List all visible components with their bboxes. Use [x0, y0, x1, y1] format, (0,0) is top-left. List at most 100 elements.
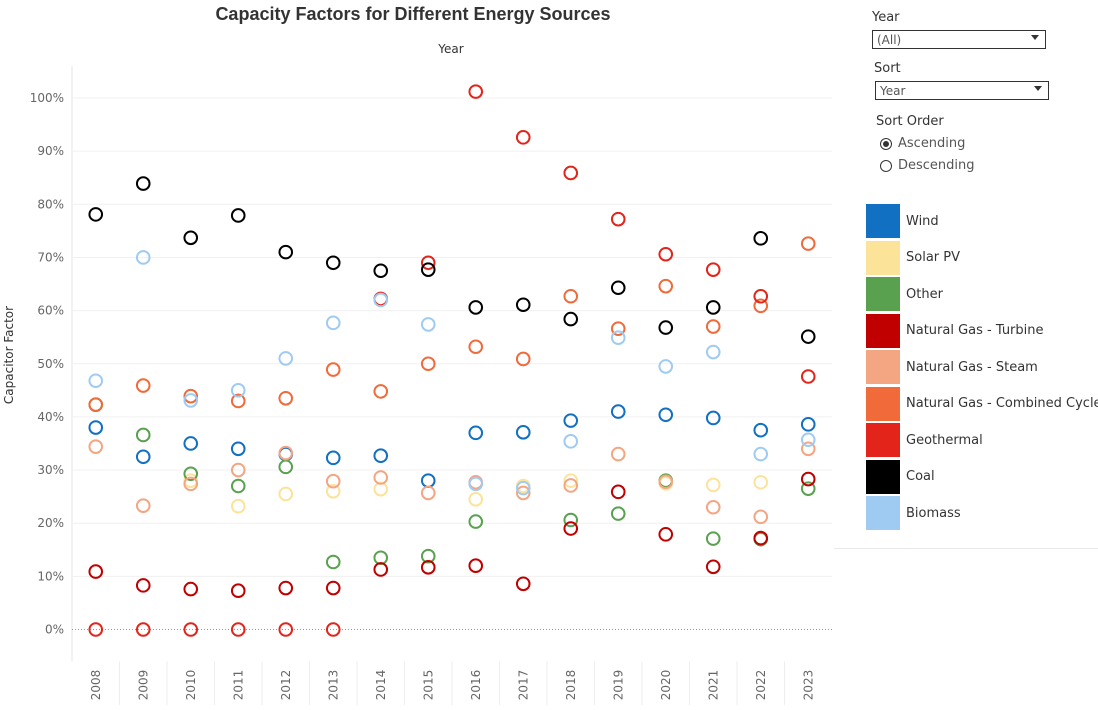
year-filter-dropdown[interactable]: (All)	[872, 30, 1046, 49]
legend-item[interactable]: Biomass	[866, 496, 1098, 530]
point-natural-gas-turbine-2020	[658, 527, 674, 542]
point-natural-gas-turbine-2010	[183, 581, 199, 597]
legend-item[interactable]: Natural Gas - Combined Cycle	[866, 386, 1098, 421]
point-natural-gas-turbine-2023	[800, 471, 816, 487]
point-natural-gas-combined-cycle-2011	[230, 393, 246, 409]
x-tick-label: 2023	[801, 670, 815, 701]
point-natural-gas-steam-2022	[753, 509, 769, 525]
point-biomass-2009	[135, 250, 151, 265]
point-natural-gas-steam-2012	[278, 445, 294, 461]
point-wind-2023	[800, 417, 816, 432]
point-geothermal-2009	[135, 622, 151, 637]
point-other-2011	[230, 478, 246, 494]
point-natural-gas-turbine-2014	[373, 562, 389, 577]
legend-swatch	[866, 277, 900, 311]
sort-order-label: Sort Order	[876, 114, 944, 129]
point-geothermal-2017	[515, 130, 531, 145]
point-coal-2019	[610, 280, 626, 296]
sort-order-ascending-label: Ascending	[898, 136, 966, 151]
point-geothermal-2021	[705, 262, 721, 277]
y-tick-label: 100%	[30, 91, 64, 105]
point-solar-pv-2022	[753, 474, 769, 490]
point-natural-gas-steam-2010	[183, 476, 199, 492]
point-wind-2021	[705, 410, 721, 426]
radio-unselected-icon	[880, 159, 892, 172]
point-other-2016	[468, 514, 484, 529]
sort-order-ascending[interactable]: Ascending	[880, 136, 965, 151]
year-filter-value: (All)	[877, 33, 902, 47]
legend-swatch	[866, 496, 900, 530]
point-biomass-2008	[88, 373, 104, 389]
legend-swatch	[866, 313, 900, 348]
sort-order-descending[interactable]: Descending	[880, 158, 975, 173]
point-solar-pv-2021	[705, 477, 721, 493]
y-axis-ticks: 0% 10% 20% 30% 40% 50% 60% 70% 80% 90% 100%	[30, 91, 64, 637]
x-tick-label: 2014	[374, 670, 388, 701]
y-tick-label: 80%	[37, 197, 64, 211]
point-wind-2015	[420, 473, 436, 488]
point-geothermal-2013	[325, 622, 341, 637]
point-other-2019	[610, 506, 626, 521]
legend-item[interactable]: Other	[866, 277, 1098, 311]
point-natural-gas-turbine-2022	[753, 530, 769, 546]
legend-item[interactable]: Natural Gas - Steam	[866, 350, 1098, 384]
point-solar-pv-2012	[278, 486, 294, 502]
point-natural-gas-turbine-2012	[278, 580, 294, 596]
legend-label: Other	[906, 286, 943, 302]
y-tick-label: 40%	[37, 410, 64, 424]
point-natural-gas-combined-cycle-2016	[468, 339, 484, 355]
point-natural-gas-combined-cycle-2013	[325, 362, 341, 377]
point-biomass-2017	[515, 480, 531, 496]
sort-label: Sort	[874, 61, 901, 76]
point-coal-2021	[705, 300, 721, 315]
legend-label: Coal	[906, 469, 935, 484]
point-coal-2011	[230, 208, 246, 223]
point-biomass-2021	[705, 344, 721, 360]
point-geothermal-2019	[610, 211, 626, 227]
point-natural-gas-combined-cycle-2010	[183, 388, 199, 404]
point-wind-2010	[183, 436, 199, 451]
legend-item[interactable]: Wind	[866, 204, 1098, 238]
legend-label: Biomass	[906, 505, 961, 521]
point-natural-gas-turbine-2013	[325, 580, 341, 596]
point-coal-2008	[88, 207, 104, 222]
legend-item[interactable]: Coal	[866, 459, 1098, 494]
point-biomass-2012	[278, 351, 294, 366]
point-natural-gas-combined-cycle-2020	[658, 278, 674, 294]
y-tick-label: 30%	[37, 463, 64, 477]
gridlines	[71, 66, 832, 662]
legend-swatch	[866, 386, 900, 421]
point-natural-gas-steam-2017	[515, 485, 531, 501]
point-biomass-2011	[230, 383, 246, 398]
point-natural-gas-steam-2015	[420, 485, 436, 501]
point-natural-gas-combined-cycle-2008	[88, 397, 104, 412]
point-coal-2023	[800, 329, 816, 344]
point-geothermal-2020	[658, 246, 674, 262]
legend-item[interactable]: Natural Gas - Turbine	[866, 313, 1098, 348]
legend-item[interactable]: Solar PV	[866, 240, 1098, 275]
point-biomass-2016	[468, 476, 484, 492]
y-tick-label: 50%	[37, 357, 64, 371]
point-biomass-2022	[753, 446, 769, 462]
point-natural-gas-combined-cycle-2009	[135, 378, 151, 393]
point-solar-pv-2013	[325, 484, 341, 499]
point-coal-2015	[420, 262, 436, 277]
legend-item[interactable]: Geothermal	[866, 423, 1098, 457]
point-biomass-2023	[800, 432, 816, 448]
x-tick-label: 2016	[469, 670, 483, 701]
legend-swatch	[866, 204, 900, 238]
x-axis-ticks: 2008 2009 2010 2011 2012 2013 2014 2015 2016 2017…	[89, 661, 815, 705]
point-geothermal-2023	[800, 369, 816, 384]
legend-label: Geothermal	[906, 432, 983, 448]
point-coal-2012	[278, 244, 294, 260]
point-coal-2014	[373, 263, 389, 279]
point-geothermal-2016	[468, 84, 484, 99]
x-tick-label: 2010	[184, 670, 198, 701]
point-natural-gas-steam-2018	[563, 478, 579, 493]
chevron-down-icon	[1031, 35, 1039, 40]
y-tick-label: 60%	[37, 304, 64, 318]
top-axis-label: Year	[437, 42, 463, 56]
point-natural-gas-combined-cycle-2015	[420, 356, 436, 372]
sort-dropdown[interactable]: Year	[875, 81, 1049, 100]
